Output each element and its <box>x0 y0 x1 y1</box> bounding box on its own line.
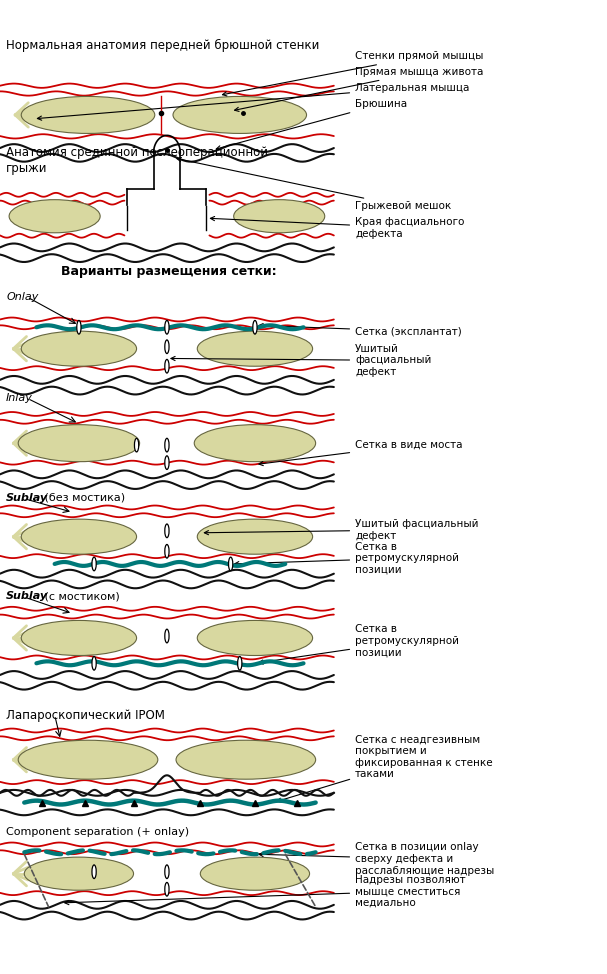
Text: Sublay: Sublay <box>6 493 48 503</box>
Ellipse shape <box>176 740 316 779</box>
Ellipse shape <box>165 438 169 452</box>
Text: Ушитый
фасциальный
дефект: Ушитый фасциальный дефект <box>171 344 432 377</box>
Ellipse shape <box>253 320 257 334</box>
Text: Нормальная анатомия передней брюшной стенки: Нормальная анатомия передней брюшной сте… <box>6 39 319 52</box>
Text: Брюшина: Брюшина <box>216 99 407 150</box>
Text: Стенки прямой мышцы: Стенки прямой мышцы <box>222 52 483 95</box>
Text: Прямая мышца живота: Прямая мышца живота <box>234 67 483 111</box>
Ellipse shape <box>76 320 81 334</box>
Ellipse shape <box>165 320 169 334</box>
Ellipse shape <box>18 740 158 779</box>
Ellipse shape <box>165 456 169 469</box>
Ellipse shape <box>21 331 137 366</box>
Ellipse shape <box>165 865 169 879</box>
Ellipse shape <box>237 656 242 670</box>
Text: Сетка в позиции onlay
сверху дефекта и
расслабляющие надрезы: Сетка в позиции onlay сверху дефекта и р… <box>259 843 494 876</box>
Ellipse shape <box>200 857 310 890</box>
Text: Inlay: Inlay <box>6 393 33 403</box>
Ellipse shape <box>92 557 96 571</box>
Text: Сетка в виде моста: Сетка в виде моста <box>259 440 463 466</box>
Ellipse shape <box>21 620 137 656</box>
Ellipse shape <box>173 96 307 133</box>
Text: Анатомия срединной послеоперационной: Анатомия срединной послеоперационной <box>6 146 268 159</box>
Text: Сетка (эксплантат): Сетка (эксплантат) <box>259 323 462 336</box>
Text: Сетка в
ретромускулярной
позиции: Сетка в ретромускулярной позиции <box>235 542 459 575</box>
Ellipse shape <box>228 557 233 571</box>
Text: грыжи: грыжи <box>6 162 47 174</box>
Ellipse shape <box>165 629 169 643</box>
Ellipse shape <box>21 96 155 133</box>
Text: Ушитый фасциальный
дефект: Ушитый фасциальный дефект <box>205 519 478 541</box>
Ellipse shape <box>18 425 140 462</box>
Ellipse shape <box>24 857 134 890</box>
Text: Component separation (+ onlay): Component separation (+ onlay) <box>6 827 189 837</box>
Text: Sublay: Sublay <box>6 591 48 601</box>
Ellipse shape <box>21 519 137 554</box>
Ellipse shape <box>194 425 316 462</box>
Ellipse shape <box>165 882 169 896</box>
Text: Сетка в
ретромускулярной
позиции: Сетка в ретромускулярной позиции <box>259 624 459 664</box>
Text: Латеральная мышца: Латеральная мышца <box>38 83 469 120</box>
Text: Сетка с неадгезивным
покрытием и
фиксированная к стенке
таками: Сетка с неадгезивным покрытием и фиксиро… <box>277 734 493 803</box>
Ellipse shape <box>197 620 313 656</box>
Ellipse shape <box>197 519 313 554</box>
Text: Onlay: Onlay <box>6 292 38 302</box>
Text: Надрезы позволяют
мышце сместиться
медиально: Надрезы позволяют мышце сместиться медиа… <box>65 875 466 908</box>
Text: Края фасциального
дефекта: Края фасциального дефекта <box>211 216 464 239</box>
Ellipse shape <box>165 544 169 558</box>
Ellipse shape <box>9 200 100 233</box>
Text: (с мостиком): (с мостиком) <box>41 591 120 601</box>
Text: Варианты размещения сетки:: Варианты размещения сетки: <box>61 265 276 278</box>
Text: Лапароскопический IPOM: Лапароскопический IPOM <box>6 709 165 722</box>
Ellipse shape <box>165 340 169 354</box>
Ellipse shape <box>92 865 96 879</box>
Text: Грыжевой мешок: Грыжевой мешок <box>177 158 452 211</box>
Ellipse shape <box>234 200 325 233</box>
Ellipse shape <box>165 359 169 373</box>
Text: (без мостика): (без мостика) <box>41 493 126 503</box>
Ellipse shape <box>135 438 139 452</box>
Ellipse shape <box>165 524 169 538</box>
Ellipse shape <box>197 331 313 366</box>
Ellipse shape <box>92 656 96 670</box>
